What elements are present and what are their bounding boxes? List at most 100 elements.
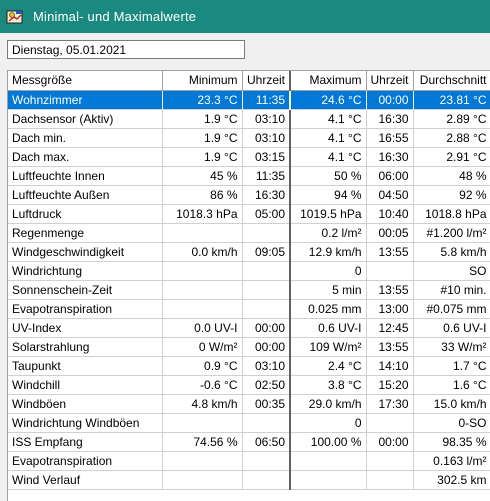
cell-name: Luftfeuchte Außen <box>8 185 163 205</box>
column-header-durchschnitt[interactable]: Durchschnitt <box>413 71 490 91</box>
table-row[interactable]: Taupunkt 0.9 °C 03:10 2.4 °C 14:10 1.7 °C <box>8 356 490 376</box>
cell-name: UV-Index <box>8 318 163 338</box>
cell-min-time: 00:00 <box>242 318 291 338</box>
table-row[interactable]: Wohnzimmer 23.3 °C 11:35 24.6 °C 00:00 23.81 … <box>8 90 490 110</box>
cell-max-time: 12:45 <box>366 318 414 338</box>
cell-min-time: 05:00 <box>242 204 291 224</box>
cell-max-time: 14:10 <box>366 356 414 376</box>
cell-maximum: 12.9 km/h <box>290 242 367 262</box>
cell-average: 0.6 UV-I <box>413 318 490 338</box>
cell-min-time: 11:35 <box>242 166 291 186</box>
cell-name: Evapotranspiration <box>8 299 163 319</box>
cell-minimum: 86 % <box>162 185 243 205</box>
title-bar[interactable]: Minimal- und Maximalwerte <box>0 0 490 33</box>
table-row[interactable]: Wind Verlauf 302.5 km <box>8 470 490 490</box>
cell-minimum: 0.0 km/h <box>162 242 243 262</box>
cell-maximum <box>290 470 367 490</box>
cell-max-time: 13:55 <box>366 280 414 300</box>
table-row[interactable]: Sonnenschein-Zeit 5 min 13:55 #10 min. <box>8 280 490 300</box>
table-row[interactable]: Dachsensor (Aktiv) 1.9 °C 03:10 4.1 °C 16:30… <box>8 109 490 129</box>
cell-average: #1.200 l/m² <box>413 223 490 243</box>
table-row[interactable]: Evapotranspiration 0.163 l/m² <box>8 451 490 471</box>
cell-min-time <box>242 223 291 243</box>
cell-average: 5.8 km/h <box>413 242 490 262</box>
cell-minimum: 1.9 °C <box>162 128 243 148</box>
cell-name: Evapotranspiration <box>8 451 163 471</box>
cell-average: 33 W/m² <box>413 337 490 357</box>
cell-minimum <box>162 280 243 300</box>
cell-average: 2.91 °C <box>413 147 490 167</box>
cell-name: Dach min. <box>8 128 163 148</box>
table-row[interactable]: Solarstrahlung 0 W/m² 00:00 109 W/m² 13:55 33… <box>8 337 490 357</box>
column-header-messgroesse[interactable]: Messgröße <box>8 71 163 91</box>
min-max-table[interactable]: Messgröße Minimum Uhrzeit Maximum Uhrzei… <box>7 70 490 501</box>
table-row[interactable]: Luftfeuchte Innen 45 % 11:35 50 % 06:00 48 % <box>8 166 490 186</box>
cell-average: 15.0 km/h <box>413 394 490 414</box>
table-row[interactable]: Windrichtung Windböen 0 0-SO <box>8 413 490 433</box>
cell-average: 48 % <box>413 166 490 186</box>
cell-maximum: 0.2 l/m² <box>290 223 367 243</box>
cell-minimum: 0.0 UV-I <box>162 318 243 338</box>
cell-max-time: 16:55 <box>366 128 414 148</box>
cell-minimum: 23.3 °C <box>162 90 243 110</box>
table-row[interactable]: Windböen 4.8 km/h 00:35 29.0 km/h 17:30 15.0 … <box>8 394 490 414</box>
weather-station-icon <box>6 8 24 26</box>
table-row[interactable]: Windchill -0.6 °C 02:50 3.8 °C 15:20 1.6 °C <box>8 375 490 395</box>
cell-maximum: 109 W/m² <box>290 337 367 357</box>
cell-maximum: 5 min <box>290 280 367 300</box>
cell-average: 2.89 °C <box>413 109 490 129</box>
cell-min-time: 00:35 <box>242 394 291 414</box>
cell-minimum: 45 % <box>162 166 243 186</box>
cell-min-time: 09:05 <box>242 242 291 262</box>
date-field[interactable]: Dienstag, 05.01.2021 <box>7 40 245 59</box>
cell-name: Dachsensor (Aktiv) <box>8 109 163 129</box>
cell-average: 2.88 °C <box>413 128 490 148</box>
cell-max-time: 04:50 <box>366 185 414 205</box>
cell-minimum: 1018.3 hPa <box>162 204 243 224</box>
cell-name: Luftfeuchte Innen <box>8 166 163 186</box>
cell-name: Windrichtung <box>8 261 163 281</box>
table-row[interactable]: Dach min. 1.9 °C 03:10 4.1 °C 16:55 2.88 °C <box>8 128 490 148</box>
cell-name: ISS Empfang <box>8 432 163 452</box>
cell-minimum: -0.6 °C <box>162 375 243 395</box>
column-header-uhrzeit-max[interactable]: Uhrzeit <box>366 71 414 91</box>
table-row[interactable]: UV-Index 0.0 UV-I 00:00 0.6 UV-I 12:45 0.6 UV… <box>8 318 490 338</box>
table-row[interactable]: Luftdruck 1018.3 hPa 05:00 1019.5 hPa 10:40 1… <box>8 204 490 224</box>
cell-maximum: 100.00 % <box>290 432 367 452</box>
cell-average: 0.163 l/m² <box>413 451 490 471</box>
cell-minimum <box>162 413 243 433</box>
table-row[interactable]: Luftfeuchte Außen 86 % 16:30 94 % 04:50 92 % <box>8 185 490 205</box>
table-row[interactable]: Windrichtung 0 SO <box>8 261 490 281</box>
cell-maximum: 4.1 °C <box>290 128 367 148</box>
cell-minimum: 74.56 % <box>162 432 243 452</box>
cell-min-time: 02:50 <box>242 375 291 395</box>
cell-min-time <box>242 470 291 490</box>
table-row[interactable]: Evapotranspiration 0.025 mm 13:00 #0.075 mm <box>8 299 490 319</box>
cell-minimum: 1.9 °C <box>162 147 243 167</box>
column-header-maximum[interactable]: Maximum <box>290 71 367 91</box>
cell-max-time: 06:00 <box>366 166 414 186</box>
cell-min-time <box>242 299 291 319</box>
cell-min-time <box>242 280 291 300</box>
table-row[interactable]: Regenmenge 0.2 l/m² 00:05 #1.200 l/m² <box>8 223 490 243</box>
cell-max-time: 17:30 <box>366 394 414 414</box>
cell-average: 0-SO <box>413 413 490 433</box>
cell-maximum: 3.8 °C <box>290 375 367 395</box>
cell-minimum <box>162 261 243 281</box>
column-header-minimum[interactable]: Minimum <box>162 71 243 91</box>
table-row[interactable]: ISS Empfang 74.56 % 06:50 100.00 % 00:00 98.3… <box>8 432 490 452</box>
cell-name: Windgeschwindigkeit <box>8 242 163 262</box>
cell-average: 23.81 °C <box>413 90 490 110</box>
cell-maximum: 0 <box>290 261 367 281</box>
cell-name: Luftdruck <box>8 204 163 224</box>
cell-min-time: 03:15 <box>242 147 291 167</box>
cell-maximum: 0.6 UV-I <box>290 318 367 338</box>
column-header-uhrzeit-min[interactable]: Uhrzeit <box>242 71 291 91</box>
cell-average: #0.075 mm <box>413 299 490 319</box>
cell-minimum: 0.9 °C <box>162 356 243 376</box>
cell-min-time <box>242 261 291 281</box>
cell-maximum: 24.6 °C <box>290 90 367 110</box>
table-row[interactable]: Windgeschwindigkeit 0.0 km/h 09:05 12.9 km/… <box>8 242 490 262</box>
table-row[interactable]: Dach max. 1.9 °C 03:15 4.1 °C 16:30 2.91 °C <box>8 147 490 167</box>
cell-max-time: 10:40 <box>366 204 414 224</box>
